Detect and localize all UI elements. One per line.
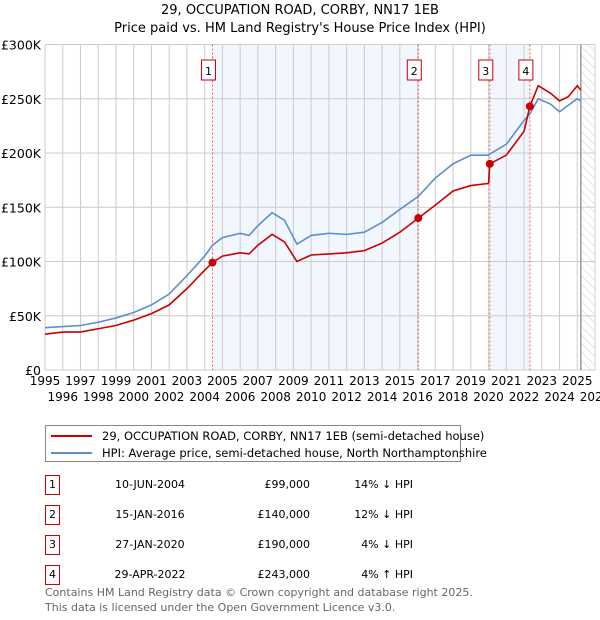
x-tick-label: 2010 [296, 390, 327, 404]
legend-label: HPI: Average price, semi-detached house,… [102, 446, 487, 460]
chart-title: 29, OCCUPATION ROAD, CORBY, NN17 1EB [161, 3, 439, 18]
chart-subtitle: Price paid vs. HM Land Registry's House … [114, 21, 486, 36]
y-tick-label: £100K [1, 255, 42, 270]
sale-date: 29-APR-2022 [114, 568, 186, 581]
x-tick-label: 2005 [207, 374, 238, 388]
x-tick-label: 2012 [331, 390, 362, 404]
x-tick-label: 2009 [278, 374, 309, 388]
x-tick-label: 2011 [314, 374, 345, 388]
sale-date: 10-JUN-2004 [114, 478, 186, 491]
sale-hpi-diff: 4% ↓ HPI [361, 538, 413, 551]
x-tick-label: 2008 [260, 390, 291, 404]
x-tick-label: 2003 [172, 374, 203, 388]
y-tick-label: £250K [1, 92, 42, 107]
x-tick-label: 2020 [473, 390, 504, 404]
x-tick-label: 2001 [136, 374, 167, 388]
y-tick-label: £50K [9, 309, 42, 324]
x-tick-label: 2017 [420, 374, 451, 388]
y-tick-label: £0 [25, 363, 41, 378]
x-tick-label: 2022 [509, 390, 540, 404]
sale-point [414, 214, 423, 223]
property-price-line [44, 84, 582, 335]
footer-licence: This data is licensed under the Open Gov… [45, 601, 396, 614]
y-tick-label: £200K [1, 146, 42, 161]
x-tick-label: 2007 [243, 374, 274, 388]
x-tick-label: 2023 [527, 374, 558, 388]
footer-copyright: Contains HM Land Registry data © Crown c… [45, 586, 473, 599]
sale-hpi-diff: 14% ↓ HPI [354, 478, 413, 491]
sale-price: £190,000 [257, 538, 311, 551]
x-tick-label: 2018 [438, 390, 469, 404]
x-tick-label: 2002 [154, 390, 185, 404]
x-tick-label: 2021 [491, 374, 522, 388]
legend: 29, OCCUPATION ROAD, CORBY, NN17 1EB (se… [45, 425, 487, 462]
sale-row: 3 27-JAN-2020 £190,000 4% ↓ HPI [45, 535, 445, 555]
x-tick-label: 1999 [101, 374, 132, 388]
sale-date: 15-JAN-2016 [115, 508, 185, 521]
sale-number-badge: 1 [45, 475, 60, 495]
legend-label: 29, OCCUPATION ROAD, CORBY, NN17 1EB (se… [102, 429, 485, 443]
sale-row: 4 29-APR-2022 £243,000 4% ↑ HPI [45, 565, 445, 585]
legend-swatch-blue [51, 452, 92, 454]
sale-label-box [200, 59, 216, 81]
x-tick-label: 1995 [30, 374, 61, 388]
x-tick-label: 2016 [402, 390, 433, 404]
sale-point [525, 102, 534, 111]
x-tick-label: 1997 [65, 374, 96, 388]
x-tick-label: 2014 [367, 390, 398, 404]
sale-price: £99,000 [264, 478, 311, 491]
sale-date: 27-JAN-2020 [115, 538, 185, 551]
x-tick-label: 2006 [225, 390, 256, 404]
sale-label: 4 [522, 65, 529, 78]
x-tick-label: 2024 [544, 390, 575, 404]
sale-number-badge: 2 [45, 505, 60, 525]
sale-label-box [518, 59, 534, 81]
x-tick-label: 2013 [349, 374, 380, 388]
y-tick-label: £150K [1, 200, 42, 215]
sale-label-box [406, 59, 422, 81]
legend-item-hpi: HPI: Average price, semi-detached house,… [51, 445, 487, 461]
sale-row: 2 15-JAN-2016 £140,000 12% ↓ HPI [45, 505, 445, 525]
legend-swatch-red [51, 435, 92, 437]
sale-number-badge: 4 [45, 565, 60, 585]
price-chart: 1995 1996 1997 1998 1999 2000 2001 2002 2003 2004… [1, 38, 600, 405]
sale-label-box [478, 59, 494, 81]
x-tick-label: 2004 [189, 390, 220, 404]
sale-point [208, 258, 217, 267]
sale-price: £243,000 [257, 568, 311, 581]
sale-hpi-diff: 12% ↓ HPI [354, 508, 413, 521]
y-tick-label: £300K [1, 38, 42, 53]
x-tick-label: 2019 [456, 374, 487, 388]
sale-point [485, 159, 494, 168]
sale-row: 1 10-JUN-2004 £99,000 14% ↓ HPI [45, 475, 445, 495]
x-tick-label: 2015 [385, 374, 416, 388]
x-tick-label: 1996 [47, 390, 78, 404]
sale-price: £140,000 [257, 508, 311, 521]
sale-label: 3 [482, 65, 489, 78]
legend-item-property: 29, OCCUPATION ROAD, CORBY, NN17 1EB (se… [51, 428, 484, 444]
x-tick-label: 2000 [118, 390, 149, 404]
sale-hpi-diff: 4% ↑ HPI [361, 568, 413, 581]
sale-label: 1 [205, 65, 212, 78]
x-tick-label: 2025 [562, 374, 593, 388]
x-tick-label: 1998 [83, 390, 114, 404]
sale-label: 2 [411, 65, 418, 78]
sale-number-badge: 3 [45, 535, 60, 555]
x-tick-label: 2026 [580, 390, 600, 404]
